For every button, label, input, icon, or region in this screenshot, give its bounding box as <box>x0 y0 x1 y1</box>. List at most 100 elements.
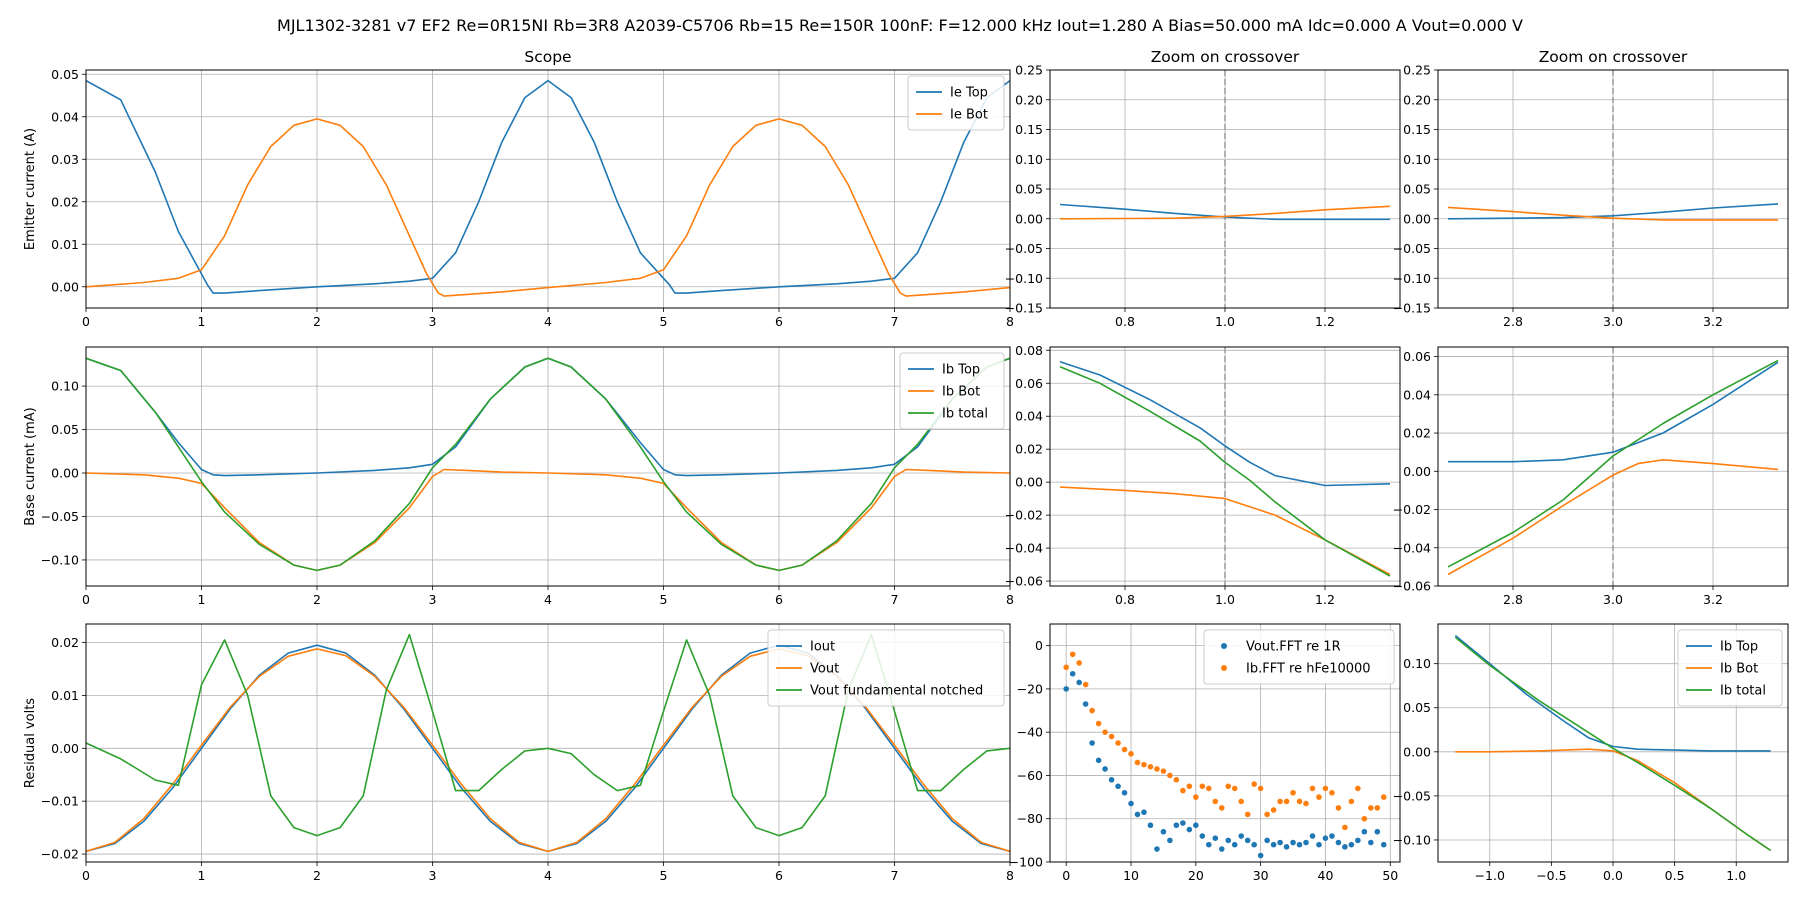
x-tick-label: 3.0 <box>1603 314 1623 329</box>
x-tick-label: 5 <box>660 592 668 607</box>
y-tick-label: 0.03 <box>51 152 79 167</box>
y-axis-label: Residual volts <box>23 698 38 788</box>
y-tick-label: −0.15 <box>1005 301 1043 316</box>
x-tick-label: 7 <box>891 592 899 607</box>
data-point <box>1089 740 1095 746</box>
x-tick-label: 4 <box>544 592 552 607</box>
x-tick-label: 7 <box>891 314 899 329</box>
data-point <box>1244 837 1251 844</box>
y-tick-label: −20 <box>1017 681 1043 696</box>
data-point <box>1374 805 1381 811</box>
y-tick-label: 0.00 <box>1403 744 1431 759</box>
x-tick-label: 40 <box>1318 868 1334 883</box>
data-point <box>1102 729 1108 735</box>
chart-panel-ib: 0 1 2 3 4 5 6 7 8 −0.10 −0.05 0.00 0.05 0.10 Base curr… <box>23 346 1014 607</box>
data-point <box>1290 839 1296 846</box>
series-line-0 <box>1059 361 1391 487</box>
y-tick-label: 0.02 <box>1015 442 1043 457</box>
data-point <box>1231 785 1238 792</box>
y-tick-label: −0.05 <box>1005 241 1043 256</box>
data-point <box>1322 785 1329 792</box>
legend-box <box>1677 629 1783 707</box>
data-point <box>1212 798 1219 805</box>
data-point <box>1264 811 1270 818</box>
y-tick-label: −0.04 <box>1393 540 1431 555</box>
data-point <box>1160 768 1167 774</box>
chart-panel-fft: 0 10 20 30 40 50 −100 −80 −60 −40 −20 0 Vout.FFT re … <box>1009 623 1401 883</box>
data-point <box>1199 833 1206 839</box>
data-point <box>1193 822 1199 829</box>
legend-marker <box>1221 643 1227 649</box>
legend-label: Vout.FFT re 1R <box>1246 640 1341 655</box>
x-tick-label: 3.2 <box>1703 592 1723 607</box>
series-line-0 <box>1447 203 1779 220</box>
y-tick-label: 0.04 <box>51 109 79 124</box>
y-tick-label: 0.00 <box>51 279 79 294</box>
data-point <box>1238 833 1245 839</box>
x-tick-label: 3 <box>429 314 437 329</box>
legend-label: Iout <box>810 640 835 655</box>
data-point <box>1180 787 1186 794</box>
data-point <box>1108 733 1115 740</box>
data-point <box>1128 751 1134 757</box>
data-point <box>1316 841 1322 848</box>
data-point <box>1134 811 1141 818</box>
y-tick-label: 0.25 <box>1403 63 1431 78</box>
y-tick-label: 0.10 <box>51 379 79 394</box>
data-point <box>1303 839 1309 846</box>
data-point <box>1368 839 1374 846</box>
x-tick-label: 3.2 <box>1703 314 1723 329</box>
data-point <box>1257 785 1264 792</box>
legend-box <box>899 352 1005 430</box>
data-point <box>1231 841 1238 848</box>
data-point <box>1186 826 1193 833</box>
y-tick-label: 0.15 <box>1403 122 1431 137</box>
data-point <box>1283 844 1290 850</box>
x-tick-label: 10 <box>1123 868 1139 883</box>
x-tick-label: 2 <box>313 314 321 329</box>
data-point <box>1218 846 1225 852</box>
data-point <box>1225 837 1232 844</box>
legend-label: Ib total <box>942 407 988 422</box>
series-line-1 <box>1447 458 1779 576</box>
y-tick-label: 0.06 <box>1403 349 1431 364</box>
data-point <box>1147 764 1154 770</box>
data-point <box>1270 807 1277 813</box>
legend-label: Ib.FFT re hFe10000 <box>1246 662 1371 677</box>
x-tick-label: 5 <box>660 868 668 883</box>
y-tick-label: 0.00 <box>51 741 79 756</box>
x-tick-label: 0 <box>1062 868 1070 883</box>
x-tick-label: 2.8 <box>1503 314 1523 329</box>
y-tick-label: 0.00 <box>1015 211 1043 226</box>
series-line-2 <box>1447 359 1779 568</box>
x-tick-label: 1.0 <box>1215 314 1235 329</box>
figure-title: MJL1302-3281 v7 EF2 Re=0R15NI Rb=3R8 A20… <box>277 16 1523 35</box>
x-tick-label: 2 <box>313 592 321 607</box>
data-point <box>1296 841 1303 848</box>
chart-panel-zie3: 2.8 3.0 3.2 −0.15 −0.10 −0.05 0.00 0.05 0.10 0.15… <box>1393 48 1789 329</box>
y-tick-label: −0.01 <box>41 794 79 809</box>
series-line-ib-bot <box>86 468 1010 572</box>
series-group <box>1059 203 1391 221</box>
legend: Vout.FFT re 1R Ib.FFT re hFe10000 <box>1203 629 1395 685</box>
data-point <box>1283 798 1290 805</box>
data-point <box>1264 837 1270 844</box>
y-tick-label: 0.04 <box>1403 387 1431 402</box>
chart-panel-res: 0 1 2 3 4 5 6 7 8 −0.02 −0.01 0.00 0.01 0.02 Residual … <box>23 623 1014 883</box>
x-tick-label: 4 <box>544 868 552 883</box>
data-point <box>1355 837 1361 844</box>
data-point <box>1335 839 1342 846</box>
data-point <box>1173 776 1180 783</box>
legend-label: Ib Top <box>942 363 980 378</box>
legend-label: Vout fundamental notched <box>810 684 983 699</box>
series-line-ib-top <box>1454 634 1771 752</box>
y-tick-label: −0.10 <box>41 552 79 567</box>
legend-box <box>907 75 1005 131</box>
y-tick-label: 0.10 <box>1403 656 1431 671</box>
panel-title: Zoom on crossover <box>1151 48 1300 66</box>
x-tick-label: 0.5 <box>1665 868 1685 883</box>
x-tick-label: 6 <box>775 592 783 607</box>
series-group <box>86 357 1010 572</box>
y-tick-label: 0.00 <box>1403 211 1431 226</box>
legend: Ib Top Ib Bot Ib total <box>1677 629 1783 707</box>
